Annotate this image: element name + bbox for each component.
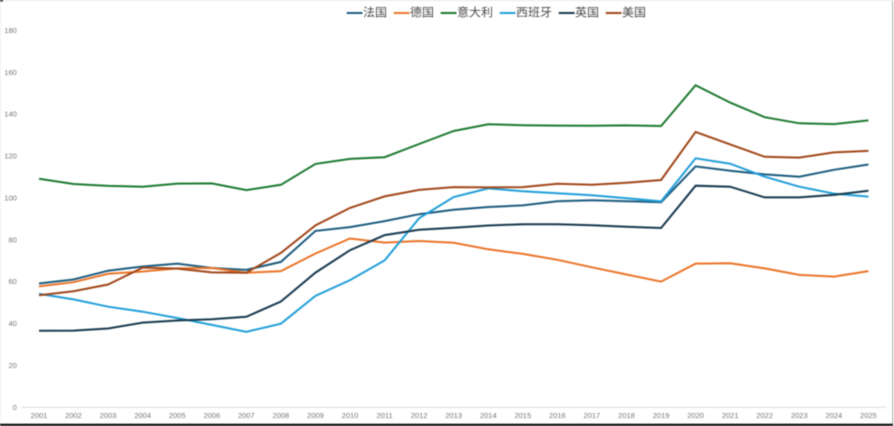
svg-text:2013: 2013 <box>445 411 462 420</box>
svg-text:2021: 2021 <box>722 411 739 420</box>
svg-text:140: 140 <box>4 110 17 119</box>
svg-text:2006: 2006 <box>203 411 220 420</box>
svg-text:160: 160 <box>4 68 17 77</box>
svg-text:180: 180 <box>4 26 17 35</box>
svg-text:40: 40 <box>8 319 16 328</box>
svg-text:120: 120 <box>4 152 17 161</box>
svg-text:2010: 2010 <box>342 411 359 420</box>
svg-text:60: 60 <box>8 277 16 286</box>
svg-text:20: 20 <box>8 361 16 370</box>
svg-text:2022: 2022 <box>756 411 773 420</box>
svg-text:2024: 2024 <box>826 411 843 420</box>
svg-text:2011: 2011 <box>377 411 393 420</box>
svg-text:2004: 2004 <box>134 411 151 420</box>
svg-text:2014: 2014 <box>480 411 497 420</box>
svg-text:2015: 2015 <box>514 411 531 420</box>
svg-text:2008: 2008 <box>273 411 290 420</box>
svg-text:2002: 2002 <box>65 411 82 420</box>
svg-text:100: 100 <box>4 193 17 202</box>
svg-text:2025: 2025 <box>860 411 877 420</box>
svg-text:2019: 2019 <box>653 411 670 420</box>
svg-text:2016: 2016 <box>549 411 566 420</box>
svg-text:2001: 2001 <box>31 411 48 420</box>
svg-text:2007: 2007 <box>238 411 255 420</box>
svg-text:2005: 2005 <box>169 411 186 420</box>
svg-text:0: 0 <box>13 403 17 412</box>
svg-text:2023: 2023 <box>791 411 808 420</box>
svg-text:2009: 2009 <box>307 411 324 420</box>
svg-text:80: 80 <box>8 235 16 244</box>
svg-text:2003: 2003 <box>100 411 117 420</box>
svg-text:2018: 2018 <box>618 411 635 420</box>
svg-text:2012: 2012 <box>411 411 428 420</box>
svg-text:2020: 2020 <box>687 411 704 420</box>
svg-text:2017: 2017 <box>584 411 601 420</box>
